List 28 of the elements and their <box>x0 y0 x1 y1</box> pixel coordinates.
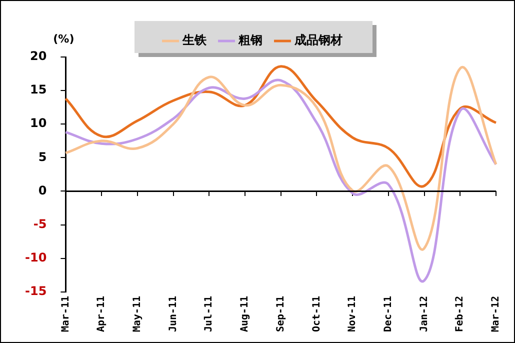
line-series <box>64 79 498 282</box>
x-tick-label: Jan-12 <box>418 296 430 332</box>
y-tick-label: -5 <box>33 216 47 231</box>
x-tick-label: Mar-11 <box>60 296 72 332</box>
line-series <box>64 65 498 188</box>
y-tick-label: -15 <box>24 284 47 298</box>
legend-label: 粗钢 <box>238 33 262 48</box>
y-axis-title: (%) <box>53 32 74 46</box>
legend-label: 成品钢材 <box>294 33 342 48</box>
x-tick-label: Jun-11 <box>168 296 179 332</box>
y-tick-label: 15 <box>30 82 47 97</box>
y-tick-label: 20 <box>30 49 47 64</box>
x-tick-label: Oct-11 <box>311 296 322 332</box>
y-tick-label: 10 <box>30 116 47 130</box>
y-tick-label: 0 <box>38 183 47 198</box>
x-tick-label: Aug-11 <box>240 296 251 332</box>
x-tick-label: Dec-11 <box>383 296 394 332</box>
x-tick-label: Apr-11 <box>96 296 108 332</box>
y-tick-label: -10 <box>24 250 47 264</box>
legend-label: 生铁 <box>182 33 208 48</box>
line-series <box>64 66 498 250</box>
x-tick-label: Sep-11 <box>275 296 286 332</box>
x-tick-label: Mar-12 <box>490 296 502 332</box>
x-tick-label: May-11 <box>132 296 143 332</box>
y-tick-label: 5 <box>38 150 47 164</box>
x-tick-label: Feb-12 <box>454 296 466 332</box>
x-tick-label: Jul-11 <box>204 296 215 332</box>
x-tick-label: Nov-11 <box>347 296 358 332</box>
